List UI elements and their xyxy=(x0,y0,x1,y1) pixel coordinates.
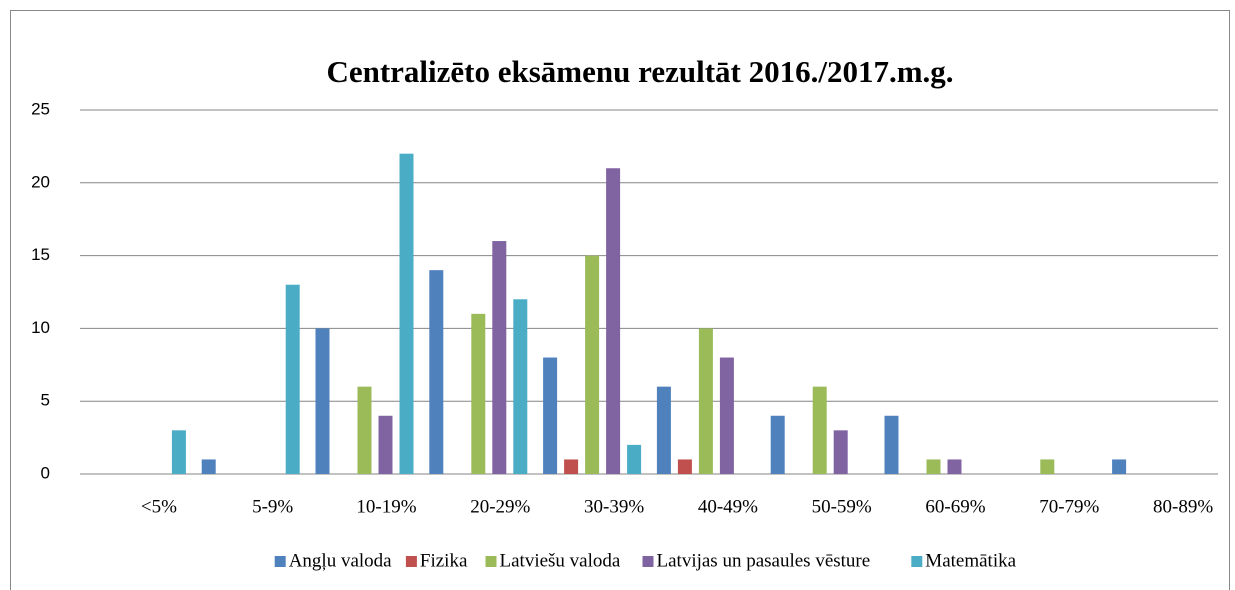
y-tick-label: 5 xyxy=(41,391,50,410)
y-tick-label: 10 xyxy=(31,318,50,337)
bar xyxy=(812,386,827,474)
bar xyxy=(429,270,444,474)
legend-swatch xyxy=(485,556,497,567)
chart-frame xyxy=(10,10,1230,590)
legend-swatch xyxy=(911,556,923,567)
chart-title: Centralizēto eksāmenu rezultāt 2016./201… xyxy=(326,54,953,89)
x-tick-label: 5-9% xyxy=(252,496,293,517)
y-tick-label: 25 xyxy=(31,99,50,118)
y-tick-label: 0 xyxy=(41,463,50,482)
x-tick-label: 50-59% xyxy=(812,496,872,517)
bar xyxy=(201,459,216,474)
bar xyxy=(656,386,671,474)
y-tick-label: 15 xyxy=(31,245,50,264)
bar xyxy=(884,415,899,474)
bar xyxy=(285,284,300,474)
bar xyxy=(677,459,692,474)
bar xyxy=(378,415,393,474)
x-tick-label: 20-29% xyxy=(470,496,530,517)
bar xyxy=(357,386,372,474)
legend-label: Angļu valoda xyxy=(289,550,392,571)
legend-label: Fizika xyxy=(420,550,468,571)
bar xyxy=(543,357,558,474)
x-tick-label: 10-19% xyxy=(356,496,416,517)
bar xyxy=(627,444,642,474)
bar xyxy=(698,328,713,474)
bar xyxy=(585,255,600,474)
legend-label: Latvijas un pasaules vēsture xyxy=(657,550,871,571)
bar xyxy=(770,415,785,474)
bar xyxy=(399,153,414,474)
bar xyxy=(564,459,579,474)
bar xyxy=(947,459,962,474)
legend-swatch xyxy=(642,556,654,567)
y-tick-label: 20 xyxy=(31,172,50,191)
x-tick-label: <5% xyxy=(141,496,177,517)
x-tick-label: 70-79% xyxy=(1039,496,1099,517)
x-tick-label: 60-69% xyxy=(925,496,985,517)
bar xyxy=(171,430,186,474)
bar xyxy=(471,313,486,474)
bar xyxy=(1040,459,1055,474)
bar xyxy=(606,168,621,475)
bar xyxy=(719,357,734,474)
legend-label: Matemātika xyxy=(925,550,1016,571)
bar xyxy=(1112,459,1127,474)
legend-swatch xyxy=(274,556,286,567)
x-tick-label: 80-89% xyxy=(1153,496,1213,517)
bar xyxy=(833,430,848,474)
legend-label: Latviešu valoda xyxy=(500,550,621,571)
x-tick-label: 40-49% xyxy=(698,496,758,517)
legend-swatch xyxy=(405,556,417,567)
bar xyxy=(492,241,507,474)
x-tick-label: 30-39% xyxy=(584,496,644,517)
bar xyxy=(315,328,330,474)
bar xyxy=(926,459,941,474)
bar xyxy=(513,299,528,474)
